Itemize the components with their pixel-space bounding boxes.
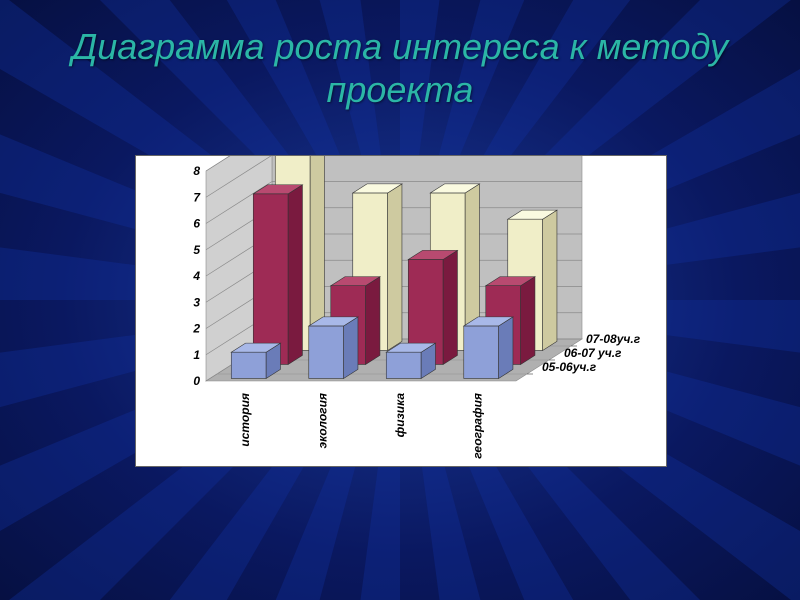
- chart-area: 0 1 2 3 4 5 6 7 8 история экология физика география…: [135, 155, 667, 467]
- svg-text:5: 5: [193, 243, 200, 257]
- svg-text:07-08уч.г: 07-08уч.г: [586, 332, 641, 346]
- svg-text:06-07 уч.г: 06-07 уч.г: [564, 346, 622, 360]
- svg-text:6: 6: [193, 217, 200, 231]
- svg-text:4: 4: [192, 269, 200, 283]
- svg-text:география: география: [470, 393, 484, 459]
- svg-text:1: 1: [193, 348, 200, 362]
- slide: Диаграмма роста интереса к методу проект…: [0, 0, 800, 600]
- svg-text:экология: экология: [315, 393, 329, 448]
- svg-text:8: 8: [193, 164, 200, 178]
- svg-text:история: история: [238, 393, 252, 447]
- slide-title: Диаграмма роста интереса к методу проект…: [0, 25, 800, 111]
- svg-text:7: 7: [193, 190, 201, 204]
- svg-text:физика: физика: [393, 393, 407, 438]
- svg-text:2: 2: [192, 322, 200, 336]
- svg-text:0: 0: [193, 374, 200, 388]
- svg-text:05-06уч.г: 05-06уч.г: [542, 360, 597, 374]
- svg-text:3: 3: [193, 295, 200, 309]
